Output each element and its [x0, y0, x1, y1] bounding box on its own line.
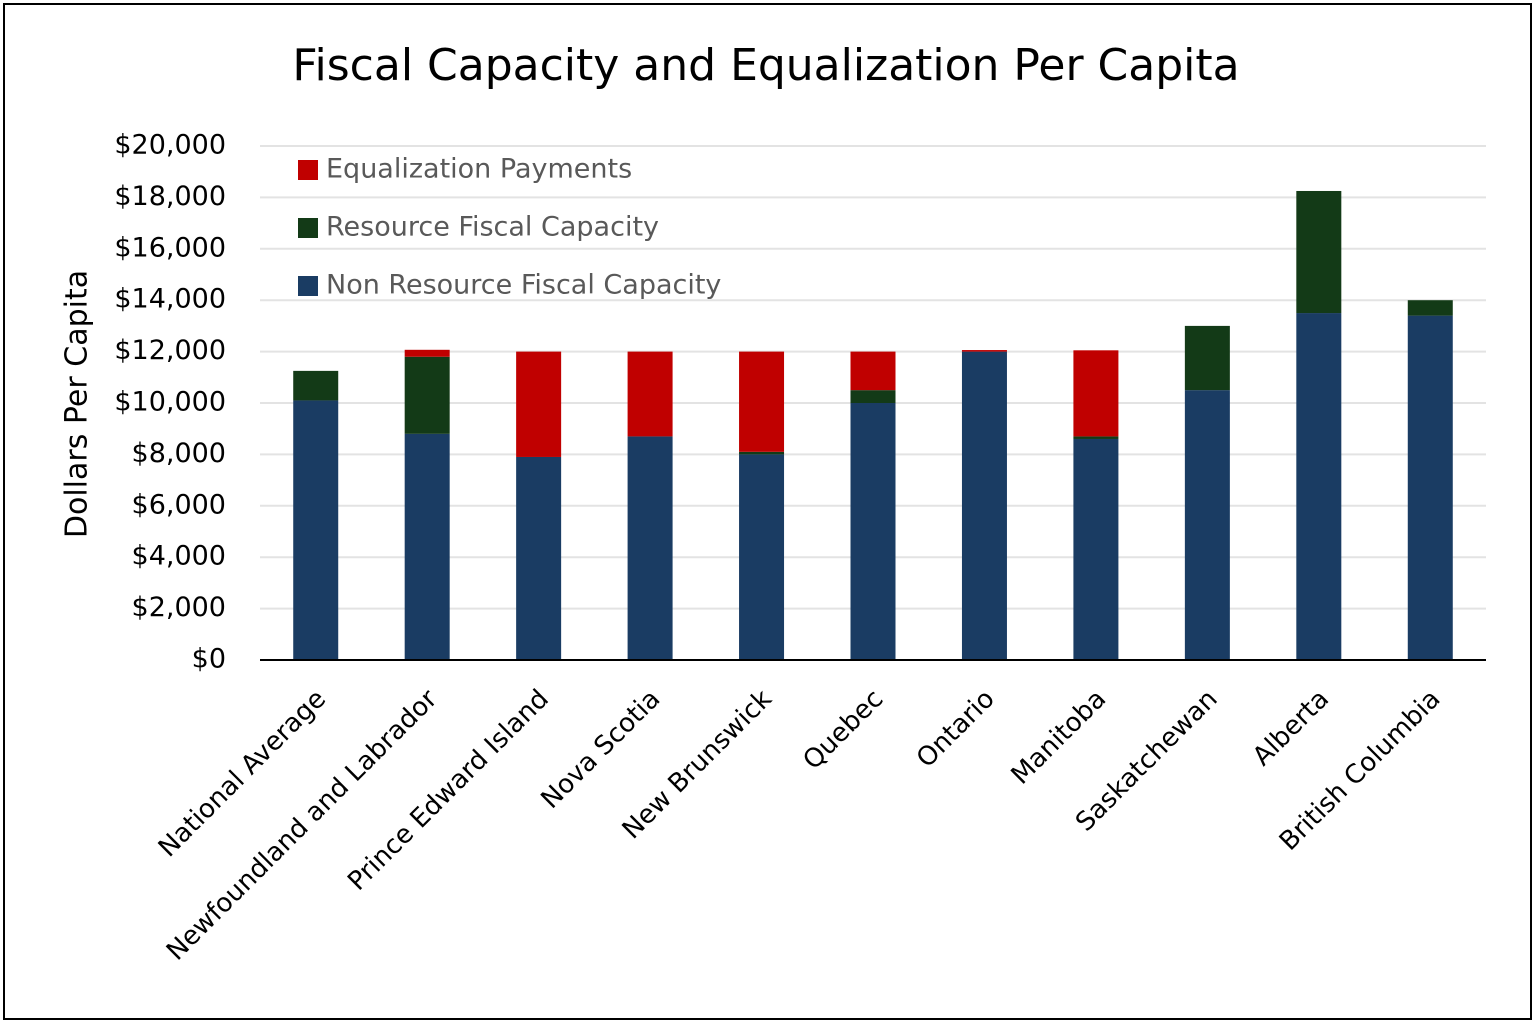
legend-label: Resource Fiscal Capacity [326, 212, 659, 243]
bar-segment [850, 351, 896, 391]
y-tick-label: $16,000 [114, 232, 226, 263]
bar-segment [516, 456, 562, 660]
bar-segment [1296, 313, 1342, 660]
bar-segment [404, 433, 450, 660]
bar-segment [850, 403, 896, 660]
bar-segment [293, 400, 339, 660]
chart-title: Fiscal Capacity and Equalization Per Cap… [292, 40, 1239, 91]
y-tick-label: $8,000 [132, 438, 226, 469]
bar-segment [627, 351, 673, 437]
bar-segment [739, 451, 785, 455]
y-tick-label: $12,000 [114, 335, 226, 366]
y-tick-label: $20,000 [114, 130, 226, 161]
legend-swatch [298, 160, 318, 180]
bar-segment [516, 351, 562, 457]
bar-segment [293, 370, 339, 401]
y-tick-label: $0 [192, 644, 226, 675]
bar-segment [1296, 190, 1342, 314]
y-tick-label: $6,000 [132, 489, 226, 520]
bar-segment [1407, 315, 1453, 660]
legend-label: Equalization Payments [326, 154, 632, 185]
bar-segment [739, 351, 785, 452]
bar-segment [1073, 436, 1119, 439]
bar-segment [404, 349, 450, 357]
legend-label: Non Resource Fiscal Capacity [326, 270, 721, 301]
bar-segment [404, 356, 450, 434]
y-tick-label: $4,000 [132, 541, 226, 572]
y-tick-label: $18,000 [114, 181, 226, 212]
bar-segment [739, 454, 785, 660]
bar-segment [1073, 350, 1119, 437]
bar-segment [627, 436, 673, 660]
bar-segment [1073, 438, 1119, 660]
y-tick-label: $14,000 [114, 284, 226, 315]
legend-swatch [298, 218, 318, 238]
bar-segment [1184, 325, 1230, 391]
bar-segment [850, 390, 896, 403]
bar-segment [1184, 390, 1230, 660]
bar-segment [961, 350, 1007, 352]
legend-swatch [298, 276, 318, 296]
y-axis-title: Dollars Per Capita [60, 270, 95, 538]
y-tick-label: $2,000 [132, 592, 226, 623]
bar-segment [1407, 300, 1453, 316]
bar-segment [961, 351, 1007, 660]
y-tick-label: $10,000 [114, 387, 226, 418]
